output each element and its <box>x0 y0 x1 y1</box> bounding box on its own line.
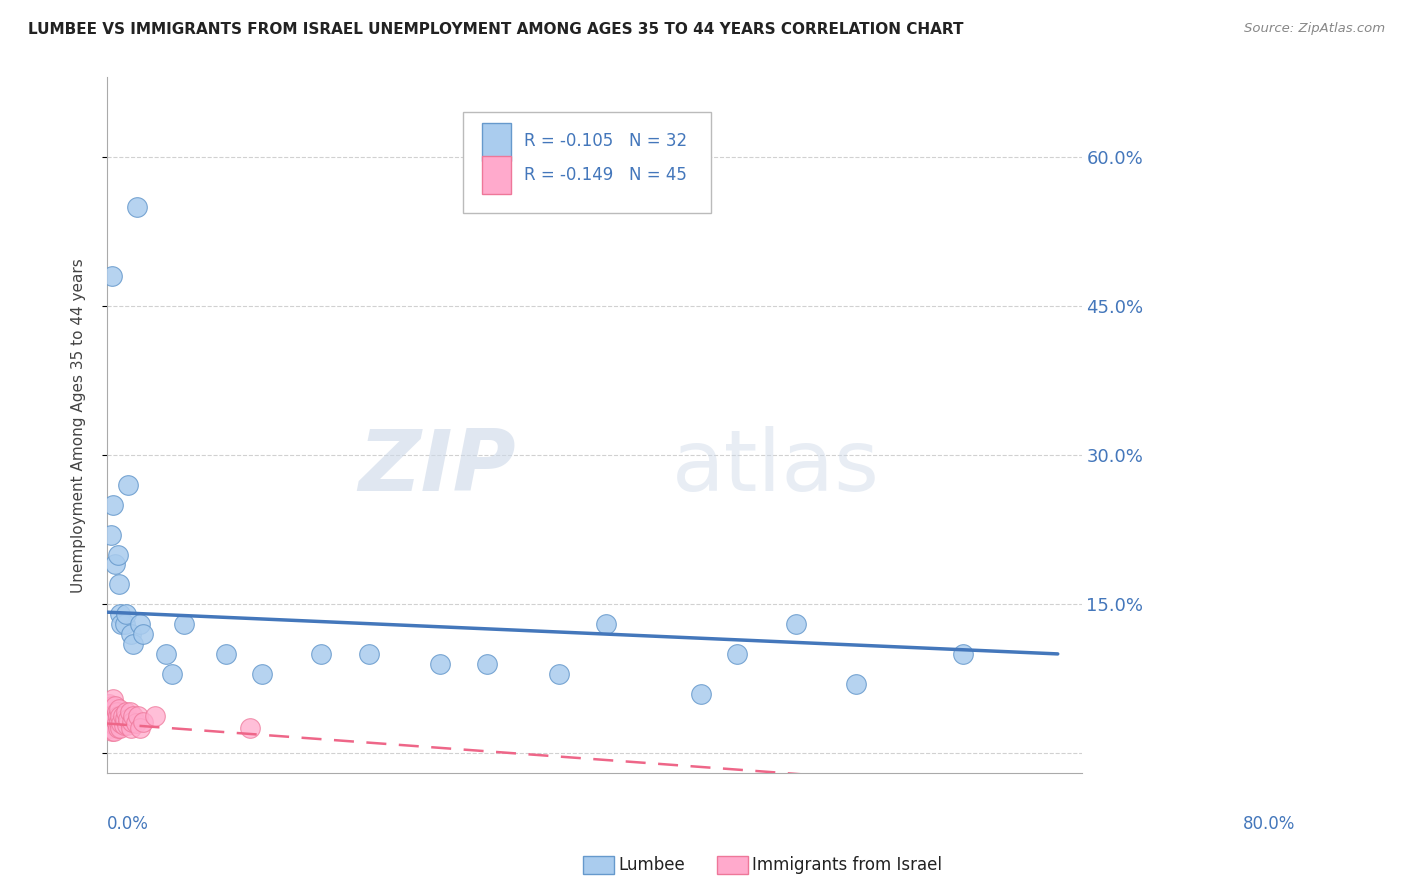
Point <box>100 722 122 736</box>
Point <box>101 714 124 729</box>
Text: 0.0%: 0.0% <box>107 815 149 833</box>
Point <box>357 647 380 661</box>
Point <box>690 687 713 701</box>
Point <box>129 722 152 736</box>
Point <box>143 708 166 723</box>
Text: R = -0.105   N = 32: R = -0.105 N = 32 <box>524 132 688 151</box>
Point <box>104 698 127 713</box>
Point <box>105 716 128 731</box>
Point <box>132 627 155 641</box>
FancyBboxPatch shape <box>463 112 711 213</box>
Point <box>125 200 148 214</box>
Point <box>105 705 128 719</box>
Point <box>107 708 129 723</box>
FancyBboxPatch shape <box>482 123 512 161</box>
Point <box>108 708 131 723</box>
Y-axis label: Unemployment Among Ages 35 to 44 years: Unemployment Among Ages 35 to 44 years <box>72 258 86 592</box>
Point <box>97 701 120 715</box>
Point <box>952 647 974 661</box>
Point <box>121 714 143 729</box>
Point <box>104 558 127 572</box>
Point <box>108 722 131 736</box>
Point <box>108 714 131 729</box>
Point <box>110 716 132 731</box>
Point <box>107 548 129 562</box>
Point <box>98 712 121 726</box>
Point <box>117 718 139 732</box>
Text: ZIP: ZIP <box>359 425 516 508</box>
Point <box>112 718 135 732</box>
Point <box>98 697 121 711</box>
Point <box>120 722 142 736</box>
Point <box>101 698 124 713</box>
Point <box>547 666 569 681</box>
Point <box>101 716 124 731</box>
Text: 80.0%: 80.0% <box>1243 815 1295 833</box>
Point <box>309 647 332 661</box>
Point <box>845 677 868 691</box>
Point <box>122 708 145 723</box>
Point <box>173 617 195 632</box>
Point <box>162 666 184 681</box>
Point <box>117 712 139 726</box>
Point <box>100 708 122 723</box>
Point <box>101 498 124 512</box>
Text: Immigrants from Israel: Immigrants from Israel <box>752 856 942 874</box>
Point <box>595 617 617 632</box>
Point <box>250 666 273 681</box>
Point <box>785 617 807 632</box>
Point <box>107 722 129 736</box>
Point <box>215 647 238 661</box>
Point <box>115 607 138 622</box>
Point <box>108 607 131 622</box>
Point <box>127 708 149 723</box>
Point <box>100 705 122 719</box>
Point <box>114 712 136 726</box>
Text: LUMBEE VS IMMIGRANTS FROM ISRAEL UNEMPLOYMENT AMONG AGES 35 TO 44 YEARS CORRELAT: LUMBEE VS IMMIGRANTS FROM ISRAEL UNEMPLO… <box>28 22 963 37</box>
Point <box>124 716 146 731</box>
Point <box>104 712 127 726</box>
Text: atlas: atlas <box>672 425 880 508</box>
Point <box>100 527 122 541</box>
Point <box>118 705 141 719</box>
Point <box>97 716 120 731</box>
Point <box>477 657 499 671</box>
FancyBboxPatch shape <box>482 156 512 194</box>
Point <box>103 706 125 721</box>
Point <box>117 478 139 492</box>
Point <box>239 722 262 736</box>
Point <box>101 691 124 706</box>
Text: R = -0.149   N = 45: R = -0.149 N = 45 <box>524 166 688 184</box>
Point <box>108 701 131 715</box>
Point <box>429 657 451 671</box>
Point <box>101 269 124 284</box>
Point <box>132 714 155 729</box>
Point <box>103 718 125 732</box>
Point <box>114 617 136 632</box>
Point <box>108 577 131 591</box>
Point <box>110 617 132 632</box>
Point <box>129 617 152 632</box>
Point <box>115 705 138 719</box>
Point <box>155 647 177 661</box>
Point <box>122 637 145 651</box>
Point <box>725 647 748 661</box>
Point <box>97 722 120 736</box>
Text: Lumbee: Lumbee <box>619 856 685 874</box>
Text: Source: ZipAtlas.com: Source: ZipAtlas.com <box>1244 22 1385 36</box>
Point <box>101 708 124 723</box>
Point <box>111 708 134 723</box>
Point <box>120 627 142 641</box>
Point <box>103 724 125 739</box>
Point <box>101 724 124 739</box>
Point <box>98 718 121 732</box>
